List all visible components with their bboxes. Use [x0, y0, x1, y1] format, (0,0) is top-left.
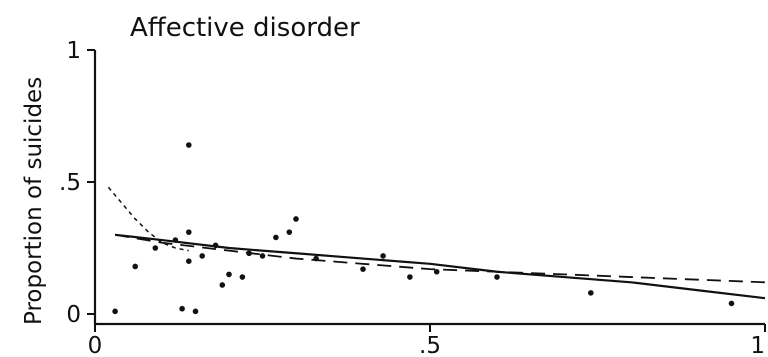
data-point [112, 308, 118, 315]
y-axis-label: Proportion of suicides [21, 77, 47, 325]
data-point [186, 258, 192, 265]
data-point [239, 274, 246, 280]
fit-lines-group [107, 186, 766, 300]
y-tick-label: 1 [66, 38, 81, 64]
data-point [219, 282, 226, 288]
data-point [179, 305, 185, 312]
chart-title: Affective disorder [130, 13, 360, 43]
data-point [273, 234, 279, 241]
data-point [313, 255, 319, 262]
data-point [192, 308, 199, 315]
y-tick-label: .5 [59, 170, 81, 196]
dotted-fit-line [107, 186, 189, 252]
dashed-fit-line [114, 233, 766, 284]
data-point [172, 237, 179, 243]
data-point [407, 274, 413, 280]
data-point [293, 216, 299, 222]
data-point [199, 253, 205, 259]
data-point [186, 142, 192, 148]
data-point [212, 242, 219, 249]
data-points-group [112, 142, 735, 315]
x-ticks-group: 0.5 1 [88, 324, 766, 357]
data-point [588, 290, 594, 296]
solid-fit-line [114, 233, 766, 300]
data-point [728, 300, 735, 307]
data-point [152, 245, 159, 251]
data-point [186, 229, 192, 235]
x-tick-label: 0 [88, 333, 103, 357]
y-ticks-group: 0.51 [59, 38, 95, 328]
x-tick-label: .5 [419, 333, 441, 357]
data-point [132, 263, 138, 270]
x-tick-label: 1 [750, 333, 765, 357]
data-point [226, 271, 232, 278]
data-point [380, 253, 386, 259]
data-point [433, 268, 440, 275]
data-point [246, 250, 252, 257]
data-point [360, 266, 366, 272]
y-tick-label: 0 [66, 302, 81, 328]
data-point [286, 229, 293, 235]
data-point [259, 253, 266, 259]
data-point [494, 274, 500, 280]
